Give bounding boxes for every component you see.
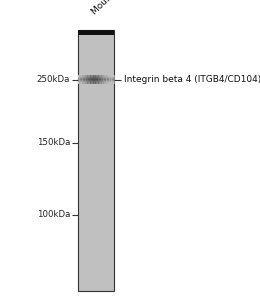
Bar [107, 75, 108, 84]
Bar [78, 75, 79, 84]
Bar [78, 77, 114, 78]
Bar [109, 75, 110, 84]
Bar [113, 75, 114, 84]
Bar [78, 81, 114, 82]
Bar [100, 75, 101, 84]
Bar [101, 75, 102, 84]
Bar [85, 75, 86, 84]
Bar [78, 75, 114, 76]
Bar [104, 75, 105, 84]
Bar [108, 75, 109, 84]
Text: Integrin beta 4 (ITGB4/CD104): Integrin beta 4 (ITGB4/CD104) [124, 75, 260, 84]
Bar [92, 75, 93, 84]
Bar [93, 75, 94, 84]
Bar [103, 75, 104, 84]
Bar [101, 75, 102, 84]
Bar [90, 75, 91, 84]
Bar [89, 75, 90, 84]
Bar [78, 76, 114, 77]
Bar [82, 75, 83, 84]
Bar [96, 75, 97, 84]
Bar [93, 75, 94, 84]
Bar [105, 75, 106, 84]
Bar [95, 75, 96, 84]
Bar [106, 75, 107, 84]
Bar [97, 75, 98, 84]
Bar [103, 75, 105, 84]
Bar [99, 75, 100, 84]
Bar [78, 79, 114, 80]
Bar [95, 75, 96, 84]
Bar [78, 78, 114, 79]
Bar [88, 75, 89, 84]
Bar [112, 75, 113, 84]
Bar [87, 75, 88, 84]
Bar [90, 75, 91, 84]
Bar [111, 75, 112, 84]
Text: 250kDa: 250kDa [37, 75, 70, 84]
Bar [78, 74, 114, 75]
Bar [78, 30, 114, 291]
Text: Mouse brain: Mouse brain [90, 0, 135, 16]
Bar [98, 75, 99, 84]
Bar [81, 75, 82, 84]
Bar [94, 75, 95, 84]
Bar [78, 78, 114, 79]
Bar [84, 75, 86, 84]
Bar [78, 80, 114, 81]
Bar [78, 83, 114, 84]
Bar [114, 75, 115, 84]
Bar [84, 75, 85, 84]
Bar [78, 77, 114, 78]
Bar [110, 75, 111, 84]
Bar [106, 75, 107, 84]
Text: 100kDa: 100kDa [37, 210, 70, 219]
Bar [112, 75, 113, 84]
Bar [78, 83, 114, 84]
Bar [78, 30, 114, 35]
Bar [87, 75, 88, 84]
Bar [98, 75, 99, 84]
Bar [80, 75, 81, 84]
Bar [83, 75, 84, 84]
Bar [102, 75, 103, 84]
Bar [79, 75, 80, 84]
Bar [78, 82, 114, 83]
Bar [82, 75, 83, 84]
Text: 150kDa: 150kDa [37, 138, 70, 147]
Bar [91, 75, 92, 84]
Bar [86, 75, 87, 84]
Bar [78, 80, 114, 81]
